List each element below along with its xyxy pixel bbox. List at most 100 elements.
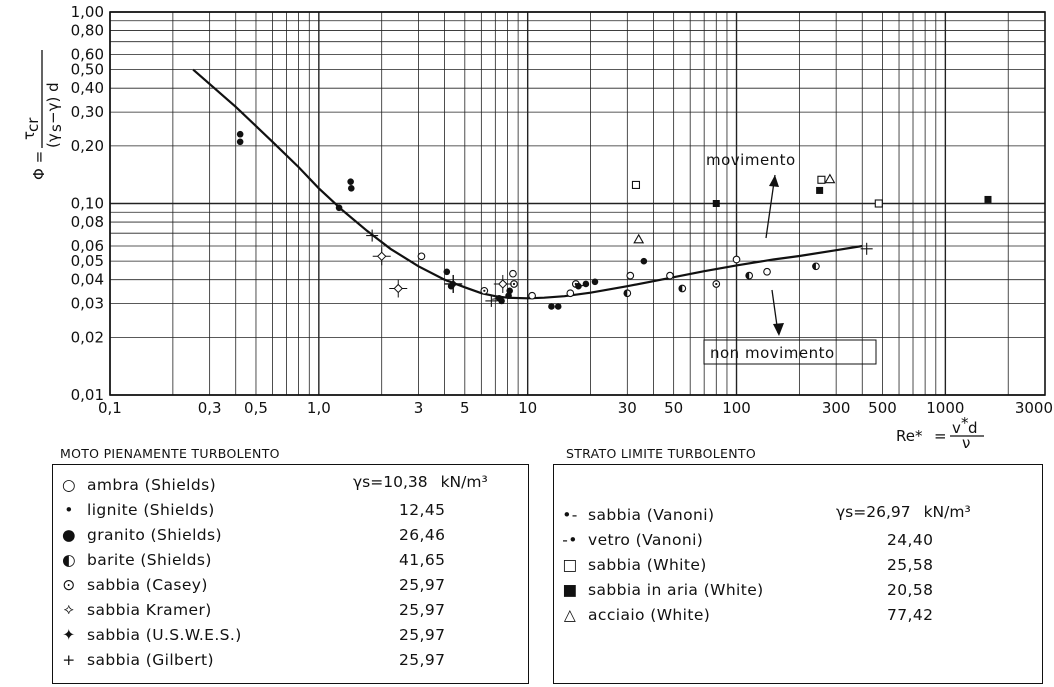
legend-value: 25,97 xyxy=(399,600,446,619)
legend-left-title: MOTO PIENAMENTE TURBOLENTO xyxy=(60,446,280,461)
legend-value: 25,97 xyxy=(399,575,446,594)
legend-label: ambra (Shields) xyxy=(87,475,217,494)
data-point-dot-tail-right xyxy=(492,294,503,302)
svg-text:d: d xyxy=(968,419,978,437)
legend-label: lignite (Shields) xyxy=(87,500,215,519)
legend-row: ⟡ sabbia Kramer) 25,97 xyxy=(53,598,528,621)
legend-row: •- sabbia (Vanoni) xyxy=(554,503,1042,526)
grid-lines xyxy=(109,11,1046,396)
data-point-open-diamond-cross xyxy=(493,274,512,293)
x-tick-label: 5 xyxy=(460,399,470,417)
data-point-filled-square xyxy=(984,195,992,203)
data-point-half-circle xyxy=(812,262,820,271)
y-tick-label: 0,04 xyxy=(71,271,104,289)
legend-value: 24,40 xyxy=(887,530,934,549)
y-tick-label: 0,10 xyxy=(71,195,104,213)
legend-label: sabbia (Casey) xyxy=(87,575,208,594)
legend-left: γs=10,38 kN/m³ ○ ambra (Shields) • lignite … xyxy=(52,464,529,684)
data-point-plus xyxy=(366,229,379,242)
x-tick-label: 300 xyxy=(822,399,851,417)
legend-value: 41,65 xyxy=(399,550,446,569)
data-point-open-square xyxy=(817,175,826,184)
svg-text:(γ: (γ xyxy=(44,133,62,148)
data-point-circle-dot xyxy=(712,280,721,288)
svg-text:τ: τ xyxy=(20,131,38,140)
y-tick-label: 0,08 xyxy=(71,213,104,231)
data-point-dot xyxy=(347,178,354,185)
svg-text:Re*: Re* xyxy=(896,427,923,445)
legend-row: • lignite (Shields) 12,45 xyxy=(53,498,528,521)
data-point-plus xyxy=(485,294,498,307)
data-point-dot xyxy=(335,204,343,212)
legend-marker-icon: •- xyxy=(562,505,578,524)
data-point-open-circle xyxy=(509,269,517,278)
legend-marker-icon: △ xyxy=(563,605,577,624)
svg-text:v: v xyxy=(952,419,961,437)
legend-label: vetro (Vanoni) xyxy=(588,530,704,549)
y-tick-label: 0,40 xyxy=(71,79,104,97)
legend-row: -• vetro (Vanoni) 24,40 xyxy=(554,528,1042,551)
data-point-circle-dot xyxy=(510,280,518,288)
legend-row: △ acciaio (White) 77,42 xyxy=(554,603,1042,626)
data-point-plus xyxy=(860,242,873,255)
data-point-filled-square xyxy=(816,186,824,194)
data-point-dot xyxy=(640,257,648,265)
x-tick-label: 3 xyxy=(414,399,424,417)
legend-label: sabbia (U.S.W.E.S.) xyxy=(87,625,242,644)
legend-right: γs=26,97 kN/m³ •- sabbia (Vanoni) -• vetro … xyxy=(553,464,1043,684)
chart-area: 0,1 0,3 0,5 1,0 3 5 10 30 50 100 300 500 1000 3000 1,0… xyxy=(20,3,1053,450)
x-tick-label: 0,1 xyxy=(98,399,122,417)
data-point-open-circle xyxy=(763,267,771,276)
legend-marker-icon: ◐ xyxy=(62,550,76,569)
data-point-dot xyxy=(505,292,512,300)
data-point-dot xyxy=(591,278,599,286)
y-tick-label: 1,00 xyxy=(71,3,104,21)
y-tick-label: 0,01 xyxy=(71,386,104,404)
arrowhead-movimento xyxy=(769,175,779,187)
data-point-open-circle xyxy=(417,252,426,261)
data-point-half-circle xyxy=(745,271,754,280)
y-tick-label: 0,80 xyxy=(71,22,104,40)
legend-left-gamma: γs=10,38 kN/m³ xyxy=(353,473,488,491)
legend-label: sabbia (Vanoni) xyxy=(588,505,715,524)
y-tick-label: 0,03 xyxy=(71,295,104,313)
legend-value: 25,58 xyxy=(887,555,934,574)
legend-marker-icon: • xyxy=(64,500,74,519)
legend-row: + sabbia (Gilbert) 25,97 xyxy=(53,648,528,671)
legend-label: sabbia in aria (White) xyxy=(588,580,764,599)
data-point-circle-dot xyxy=(480,286,489,295)
legend-label: granito (Shields) xyxy=(87,525,222,544)
data-point-open-circle xyxy=(732,255,741,264)
svg-text:cr: cr xyxy=(24,117,42,132)
annotation-non-movimento: non movimento xyxy=(710,344,835,362)
legend-marker-icon: ⟡ xyxy=(63,600,75,618)
x-tick-label: 0,3 xyxy=(198,399,222,417)
data-point-filled-diamond-cross xyxy=(444,274,463,293)
legend-row: ■ sabbia in aria (White) 20,58 xyxy=(554,578,1042,601)
x-tick-label: 0,5 xyxy=(244,399,268,417)
data-point-open-square xyxy=(874,199,883,208)
data-point-dot xyxy=(236,138,244,146)
legend-value: 77,42 xyxy=(887,605,934,624)
legend-row: ● granito (Shields) 26,46 xyxy=(53,523,528,546)
x-tick-label: 50 xyxy=(664,399,683,417)
y-tick-label: 0,50 xyxy=(71,61,104,79)
legend-value: 25,97 xyxy=(399,650,446,669)
legend-label: sabbia (Gilbert) xyxy=(87,650,214,669)
x-tick-label: 1000 xyxy=(926,399,964,417)
legend-marker-icon: ⊙ xyxy=(62,575,76,594)
legend-marker-icon: -• xyxy=(562,530,578,549)
x-tick-label: 3000 xyxy=(1015,399,1053,417)
data-point-filled-square xyxy=(712,200,720,207)
y-tick-label: 0,60 xyxy=(71,45,104,63)
legend-marker-icon: ● xyxy=(62,525,76,544)
legend-row: ◐ barite (Shields) 41,65 xyxy=(53,548,528,571)
data-point-dot xyxy=(236,130,244,138)
data-point-open-diamond-cross xyxy=(372,247,391,266)
data-points xyxy=(236,130,992,310)
legend-row: ⊙ sabbia (Casey) 25,97 xyxy=(53,573,528,596)
data-point-open-circle xyxy=(528,291,536,300)
svg-text:ν: ν xyxy=(962,434,970,450)
legend-row: □ sabbia (White) 25,58 xyxy=(554,553,1042,576)
legend-value: 26,46 xyxy=(399,525,446,544)
